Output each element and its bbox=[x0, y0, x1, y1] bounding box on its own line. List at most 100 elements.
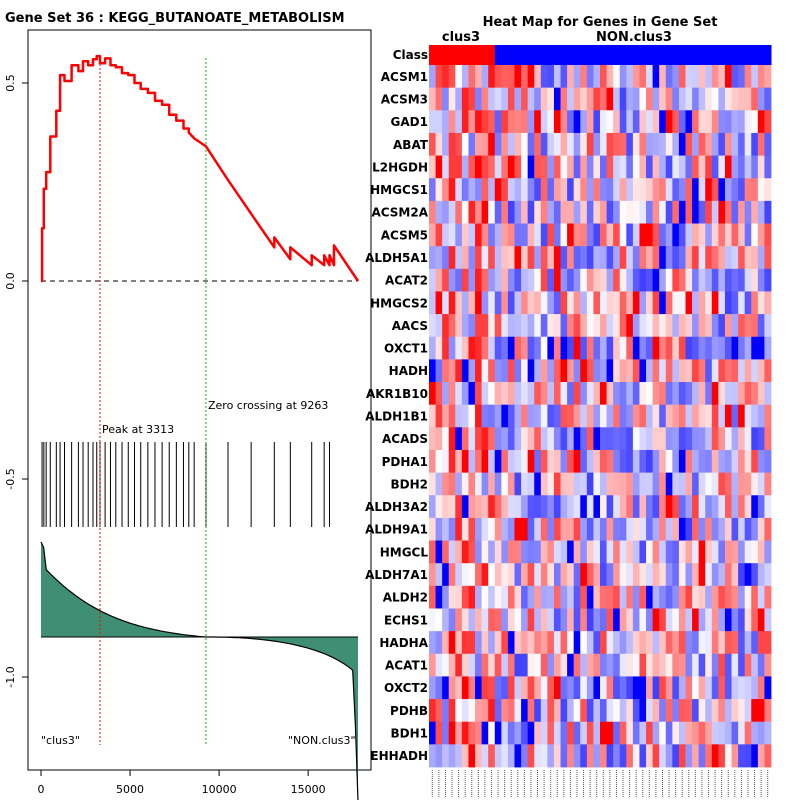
heatmap-cell bbox=[744, 427, 752, 451]
heatmap-cell bbox=[606, 246, 614, 270]
heatmap-cell bbox=[567, 608, 575, 632]
heatmap-cell bbox=[678, 608, 686, 632]
heatmap-cell bbox=[573, 223, 581, 247]
heatmap-cell bbox=[646, 110, 654, 134]
x-tick-label: 10000 bbox=[202, 783, 237, 796]
heatmap-cell bbox=[632, 495, 640, 519]
heatmap-cell bbox=[652, 563, 660, 587]
heatmap-cell bbox=[475, 563, 483, 587]
heatmap-cell bbox=[764, 472, 772, 496]
right-phenotype-label: "NON.clus3" bbox=[288, 734, 356, 747]
class-row-label: Class bbox=[393, 48, 428, 62]
heatmap-cell bbox=[718, 87, 726, 111]
heatmap-cell bbox=[475, 155, 483, 179]
heatmap-cell bbox=[586, 404, 594, 428]
heatmap-cell bbox=[481, 495, 489, 519]
heatmap-cell bbox=[652, 721, 660, 745]
heatmap-cell bbox=[632, 291, 640, 315]
heatmap-cell bbox=[501, 246, 509, 270]
heatmap-cell bbox=[606, 449, 614, 474]
heatmap-cell bbox=[757, 404, 765, 428]
heatmap-cell bbox=[481, 563, 489, 587]
heatmap-cell bbox=[665, 110, 673, 134]
heatmap-cell bbox=[448, 87, 456, 111]
heatmap-cell bbox=[698, 404, 706, 428]
heatmap-cell bbox=[705, 291, 713, 315]
heatmap-cell bbox=[521, 359, 529, 383]
heatmap-cell bbox=[507, 585, 515, 609]
heatmap-cell bbox=[619, 178, 627, 202]
heatmap-cell bbox=[626, 359, 634, 383]
heatmap-cell bbox=[718, 223, 726, 247]
heatmap-cell bbox=[757, 336, 765, 360]
heatmap-cell bbox=[475, 382, 483, 406]
heatmap-cell bbox=[448, 721, 456, 745]
heatmap-cell bbox=[711, 449, 719, 474]
heatmap-cell bbox=[665, 314, 673, 338]
heatmap-cell bbox=[527, 155, 535, 179]
heatmap-cell bbox=[672, 110, 680, 134]
heatmap-cell bbox=[724, 540, 732, 564]
heatmap-cell bbox=[448, 517, 456, 541]
heatmap-cell bbox=[586, 268, 594, 292]
heatmap-cell bbox=[448, 110, 456, 134]
heatmap-cell bbox=[435, 699, 443, 723]
heatmap-cell bbox=[475, 472, 483, 496]
heatmap-cell bbox=[626, 449, 634, 474]
heatmap-cell bbox=[448, 699, 456, 723]
heatmap-cell bbox=[461, 336, 469, 360]
heatmap-cell bbox=[751, 246, 759, 270]
heatmap-cell bbox=[619, 65, 627, 89]
heatmap-cell bbox=[600, 155, 607, 179]
heatmap-cell bbox=[600, 178, 607, 202]
heatmap-cell bbox=[514, 200, 522, 224]
heatmap-cell bbox=[540, 246, 548, 270]
heatmap-cell bbox=[573, 246, 581, 270]
heatmap-cell bbox=[527, 110, 535, 134]
heatmap-cell bbox=[442, 472, 450, 496]
heatmap-cell bbox=[711, 427, 719, 451]
heatmap-cell bbox=[659, 155, 667, 179]
heatmap-cell bbox=[540, 608, 548, 632]
heatmap-cell bbox=[481, 404, 489, 428]
heatmap-cell bbox=[586, 427, 594, 451]
heatmap-cell bbox=[580, 608, 588, 632]
heatmap-cell bbox=[514, 223, 522, 247]
heatmap-cell bbox=[442, 359, 450, 383]
heatmap-cell bbox=[455, 246, 463, 270]
heatmap-cell bbox=[665, 336, 673, 360]
heatmap-cell bbox=[692, 608, 700, 632]
heatmap-cell bbox=[698, 540, 706, 564]
heatmap-cell bbox=[448, 653, 456, 677]
heatmap-cell bbox=[757, 517, 765, 541]
heatmap-cell bbox=[705, 699, 713, 723]
heatmap-cell bbox=[600, 404, 607, 428]
heatmap-cell bbox=[724, 382, 732, 406]
heatmap-cell bbox=[573, 200, 581, 224]
heatmap-cell bbox=[573, 382, 581, 406]
heatmap-cell bbox=[468, 246, 476, 270]
heatmap-cell bbox=[652, 495, 660, 519]
heatmap-cell bbox=[757, 699, 765, 723]
heatmap-cell bbox=[659, 314, 667, 338]
heatmap-cell bbox=[764, 110, 772, 134]
heatmap-cell bbox=[586, 540, 594, 564]
heatmap-cell bbox=[573, 336, 581, 360]
heatmap-cell bbox=[751, 404, 759, 428]
heatmap-cell bbox=[429, 495, 436, 519]
heatmap-cell bbox=[461, 721, 469, 745]
heatmap-cell bbox=[468, 540, 476, 564]
heatmap-cell bbox=[632, 200, 640, 224]
heatmap-cell bbox=[698, 699, 706, 723]
heatmap-cell bbox=[560, 404, 568, 428]
heatmap-cell bbox=[521, 699, 529, 723]
heatmap-cell bbox=[626, 495, 634, 519]
heatmap-cell bbox=[527, 699, 535, 723]
heatmap-cell bbox=[665, 585, 673, 609]
heatmap-cell bbox=[606, 540, 614, 564]
heatmap-cell bbox=[764, 449, 772, 474]
heatmap-cell bbox=[698, 517, 706, 541]
heatmap-cell bbox=[547, 699, 555, 723]
heatmap-cell bbox=[507, 404, 515, 428]
heatmap-cell bbox=[711, 155, 719, 179]
